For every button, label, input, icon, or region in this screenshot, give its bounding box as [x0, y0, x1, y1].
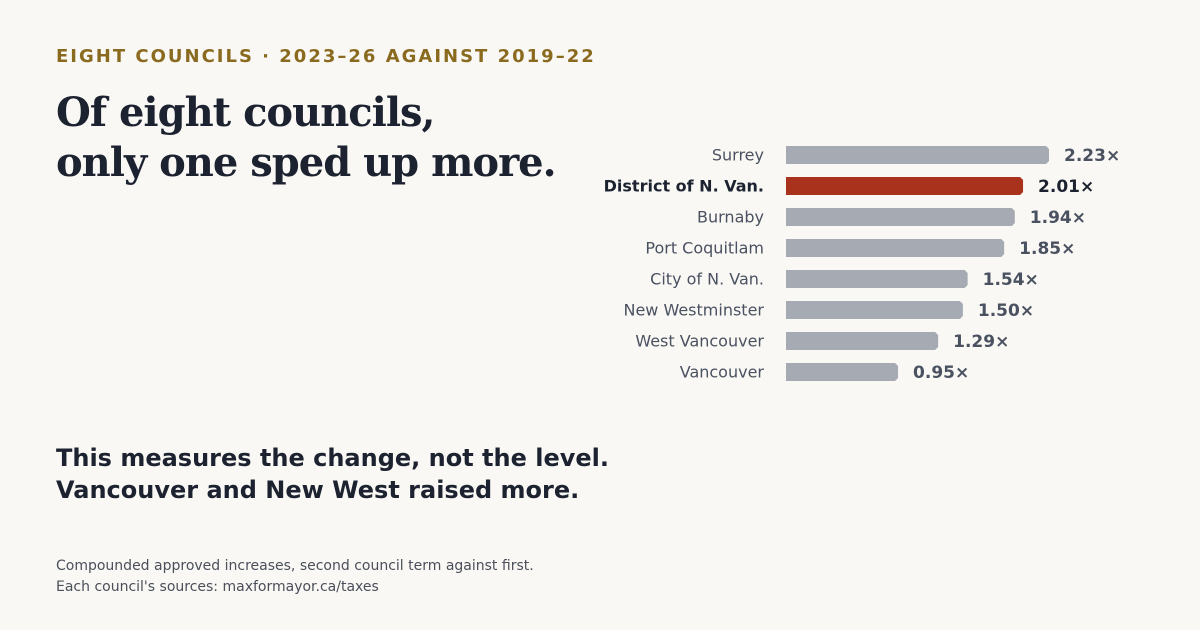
bar — [786, 301, 963, 319]
bar-category-label: Burnaby — [697, 208, 764, 227]
bar-value-label: 2.01× — [1038, 177, 1094, 197]
footnote-line-1: Compounded approved increases, second co… — [56, 558, 534, 574]
bar-chart: Surrey 2.23× District of N. Van. 2.01× Burna… — [604, 146, 1121, 384]
bar-value-label: 1.94× — [1030, 208, 1086, 228]
bar-category-label: City of N. Van. — [650, 270, 764, 289]
bar — [786, 146, 1049, 164]
bar-value-label: 1.54× — [983, 270, 1039, 290]
takeaway: This measures the change, not the level.… — [56, 442, 656, 506]
footnote: Compounded approved increases, second co… — [56, 556, 656, 598]
bar — [786, 208, 1015, 226]
bar-category-label: Port Coquitlam — [645, 239, 764, 258]
headline: Of eight councils, only one sped up more… — [56, 88, 616, 188]
bar-value-label: 1.85× — [1019, 239, 1075, 259]
bar — [786, 239, 1005, 257]
headline-line-1: Of eight councils, — [56, 89, 435, 136]
bar-category-label: New Westminster — [623, 301, 764, 320]
bar-value-label: 0.95× — [913, 363, 969, 383]
headline-line-2: only one sped up more. — [56, 139, 557, 186]
highlighted-bar — [786, 177, 1024, 195]
bar-value-label: 1.29× — [953, 332, 1009, 352]
bar-category-label: District of N. Van. — [604, 177, 764, 196]
eyebrow: EIGHT COUNCILS · 2023–26 AGAINST 2019–22 — [56, 46, 596, 67]
bar-category-label: Vancouver — [680, 363, 765, 382]
footnote-line-2: Each council's sources: maxformayor.ca/t… — [56, 579, 379, 595]
bar-value-label: 1.50× — [978, 301, 1034, 321]
bar-category-label: West Vancouver — [635, 332, 764, 351]
takeaway-line-2: Vancouver and New West raised more. — [56, 476, 580, 504]
takeaway-line-1: This measures the change, not the level. — [56, 444, 610, 472]
bar-category-label: Surrey — [712, 146, 764, 165]
bar — [786, 270, 968, 288]
bar — [786, 332, 939, 350]
bar — [786, 363, 899, 381]
bar-value-label: 2.23× — [1064, 146, 1120, 166]
